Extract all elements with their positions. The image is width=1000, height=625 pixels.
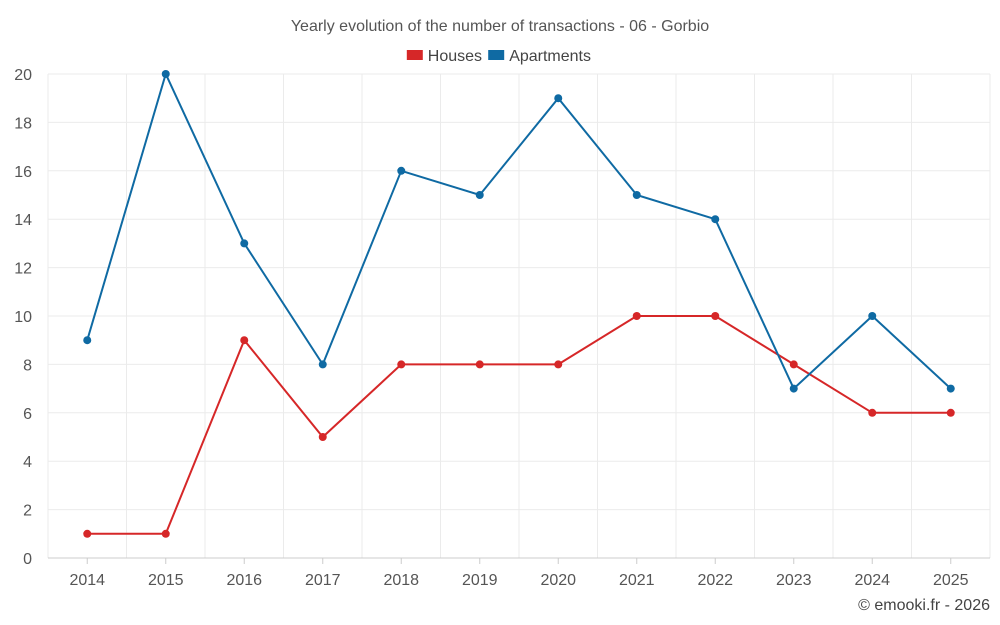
x-tick-label: 2023: [776, 572, 812, 589]
y-tick-label: 0: [23, 551, 32, 568]
data-point-apartments: [711, 215, 720, 224]
data-point-houses: [554, 360, 563, 369]
data-point-apartments: [240, 239, 249, 248]
y-tick-label: 8: [23, 357, 32, 374]
data-point-apartments: [83, 336, 92, 345]
x-tick-label: 2016: [226, 572, 262, 589]
data-point-houses: [318, 433, 327, 441]
x-tick-label: 2020: [540, 572, 576, 589]
data-point-houses: [711, 312, 720, 320]
data-point-houses: [83, 529, 92, 538]
chart-title: Yearly evolution of the number of transa…: [291, 18, 709, 35]
y-axis-ticks: 0 2 4 6 8 10 12 14 16 18 20: [14, 67, 32, 568]
legend-swatch-apartments[interactable]: [488, 50, 505, 60]
y-tick-label: 20: [14, 67, 32, 84]
grid: [47, 73, 991, 558]
x-tick-label: 2019: [462, 572, 498, 589]
data-point-apartments: [946, 384, 955, 393]
series-group: [83, 70, 955, 538]
data-point-houses: [240, 336, 249, 345]
x-tick-label: 2022: [697, 572, 733, 589]
y-tick-label: 12: [14, 261, 32, 278]
data-point-houses: [868, 408, 877, 417]
data-point-houses: [789, 360, 798, 369]
data-point-houses: [946, 408, 955, 417]
data-point-apartments: [868, 312, 877, 320]
legend-swatch-houses[interactable]: [406, 50, 423, 60]
x-tick-label: 2015: [148, 572, 184, 589]
series-line-apartments: [86, 71, 952, 391]
data-point-apartments: [318, 360, 327, 369]
data-point-apartments: [554, 94, 563, 103]
data-point-houses: [632, 312, 641, 320]
legend-label-apartments[interactable]: Apartments: [509, 48, 591, 65]
data-point-apartments: [475, 191, 484, 199]
y-tick-label: 16: [14, 164, 32, 181]
x-tick-label: 2024: [854, 572, 890, 589]
data-point-houses: [161, 529, 170, 538]
y-tick-label: 4: [23, 454, 32, 471]
x-tick-label: 2018: [383, 572, 419, 589]
x-tick-label: 2017: [305, 572, 341, 589]
y-tick-label: 6: [23, 406, 32, 423]
x-axis-ticks: 2014 2015 2016 2017 2018 2019 2020 2021 2022 2023…: [69, 558, 969, 589]
y-tick-label: 10: [14, 309, 32, 326]
series-line-houses: [87, 315, 951, 535]
y-tick-label: 2: [23, 503, 32, 520]
data-point-houses: [397, 360, 406, 369]
data-point-apartments: [632, 191, 641, 199]
x-tick-label: 2021: [619, 572, 655, 589]
data-point-apartments: [789, 384, 798, 393]
legend: Houses Apartments: [406, 48, 591, 65]
y-tick-label: 18: [14, 115, 32, 132]
x-tick-label: 2025: [933, 572, 969, 589]
legend-label-houses[interactable]: Houses: [428, 48, 482, 65]
y-tick-label: 14: [14, 212, 32, 229]
credit-text: © emooki.fr - 2026: [858, 597, 990, 614]
data-point-apartments: [397, 166, 406, 175]
data-point-apartments: [161, 70, 170, 78]
x-tick-label: 2014: [69, 572, 105, 589]
data-point-houses: [475, 360, 484, 369]
